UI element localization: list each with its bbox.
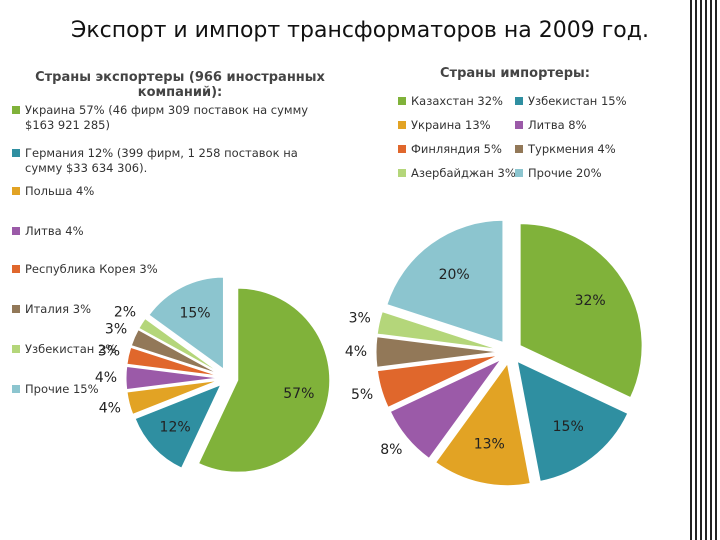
legend-swatch (515, 121, 523, 129)
legend-entry: Узбекистан 15% (515, 94, 635, 109)
legend-label: Республика Корея 3% (25, 262, 158, 276)
legend-entry: Финляндия 5% (398, 142, 518, 157)
pie-slice (376, 311, 499, 350)
legend-swatch (12, 187, 20, 195)
legend-label: Казахстан 32% (411, 94, 503, 108)
legend-label: Германия 12% (399 фирм, 1 258 поставок н… (25, 146, 298, 175)
legend-entry: Казахстан 32% (398, 94, 518, 109)
data-label: 3% (98, 343, 120, 359)
legend-label: Туркмения 4% (528, 142, 616, 156)
pie-slice (138, 317, 220, 374)
legend-entry: Республика Корея 3% (12, 262, 312, 277)
legend-entry: Прочие 15% (12, 382, 312, 397)
data-label: 8% (380, 442, 402, 458)
data-label: 15% (179, 305, 210, 321)
pie-slice (126, 346, 219, 377)
legend-label: Италия 3% (25, 302, 91, 316)
legend-swatch (12, 227, 20, 235)
legend-swatch (398, 97, 406, 105)
data-label: 20% (439, 267, 470, 283)
legend-label: Литва 8% (528, 118, 587, 132)
chart-title: Страны импортеры: (440, 66, 590, 81)
legend-entry: Туркмения 4% (515, 142, 635, 157)
legend-entry: Польша 4% (12, 184, 312, 199)
legend-label: Украина 13% (411, 118, 491, 132)
legend-swatch (12, 345, 20, 353)
slide-title: Экспорт и импорт трансформаторов на 2009… (71, 18, 649, 43)
legend-label: Азербайджан 3% (411, 166, 516, 180)
legend-swatch (515, 145, 523, 153)
chart-title: Страны экспортеры (966 иностранных компа… (35, 70, 325, 100)
pie-slice (516, 360, 629, 482)
data-label: 57% (283, 386, 314, 402)
data-label: 13% (474, 437, 505, 453)
legend-entry: Литва 4% (12, 224, 312, 239)
data-label: 4% (99, 400, 121, 416)
legend-entry: Украина 13% (398, 118, 518, 133)
pie-slice (376, 354, 499, 408)
legend-entry: Прочие 20% (515, 166, 635, 181)
legend-swatch (515, 169, 523, 177)
pie-slice (386, 219, 504, 343)
legend-entry: Азербайджан 3% (398, 166, 518, 181)
pie-slice (126, 379, 219, 416)
legend-label: Польша 4% (25, 184, 95, 198)
pie-slice (434, 362, 531, 487)
data-label: 12% (160, 420, 191, 436)
legend-entry: Германия 12% (399 фирм, 1 258 поставок н… (12, 146, 312, 176)
data-label: 32% (575, 293, 606, 309)
pie-slice (375, 336, 499, 368)
legend-entry: Узбекистан 2% (12, 342, 312, 357)
legend-label: Литва 4% (25, 224, 84, 238)
data-label: 4% (95, 370, 117, 386)
pie-slice (125, 365, 219, 391)
pie-slice (519, 223, 643, 399)
legend-label: Прочие 15% (25, 382, 99, 396)
legend-swatch (12, 305, 20, 313)
legend-swatch (12, 106, 20, 114)
legend-entry: Литва 8% (515, 118, 635, 133)
data-label: 5% (351, 387, 373, 403)
legend-swatch (12, 385, 20, 393)
legend-label: Прочие 20% (528, 166, 602, 180)
legend-swatch (12, 149, 20, 157)
legend-label: Украина 57% (46 фирм 309 поставок на сум… (25, 103, 309, 132)
data-label: 3% (105, 322, 127, 338)
pie-slice (389, 359, 502, 460)
legend-swatch (515, 97, 523, 105)
data-label: 15% (553, 419, 584, 435)
legend-swatch (12, 265, 20, 273)
legend-entry: Украина 57% (46 фирм 309 поставок на сум… (12, 103, 312, 133)
pie-slice (134, 383, 222, 469)
legend-swatch (398, 145, 406, 153)
pie-slice (148, 276, 224, 371)
legend-label: Узбекистан 15% (528, 94, 627, 108)
decorative-edge (690, 0, 720, 540)
legend-label: Узбекистан 2% (25, 342, 117, 356)
data-label: 4% (345, 344, 367, 360)
data-label: 2% (114, 305, 136, 321)
legend-swatch (398, 121, 406, 129)
pie-slice (130, 329, 220, 375)
legend-entry: Италия 3% (12, 302, 312, 317)
legend-swatch (398, 169, 406, 177)
legend-label: Финляндия 5% (411, 142, 502, 156)
data-label: 3% (349, 310, 371, 326)
pie-slice (197, 287, 331, 473)
